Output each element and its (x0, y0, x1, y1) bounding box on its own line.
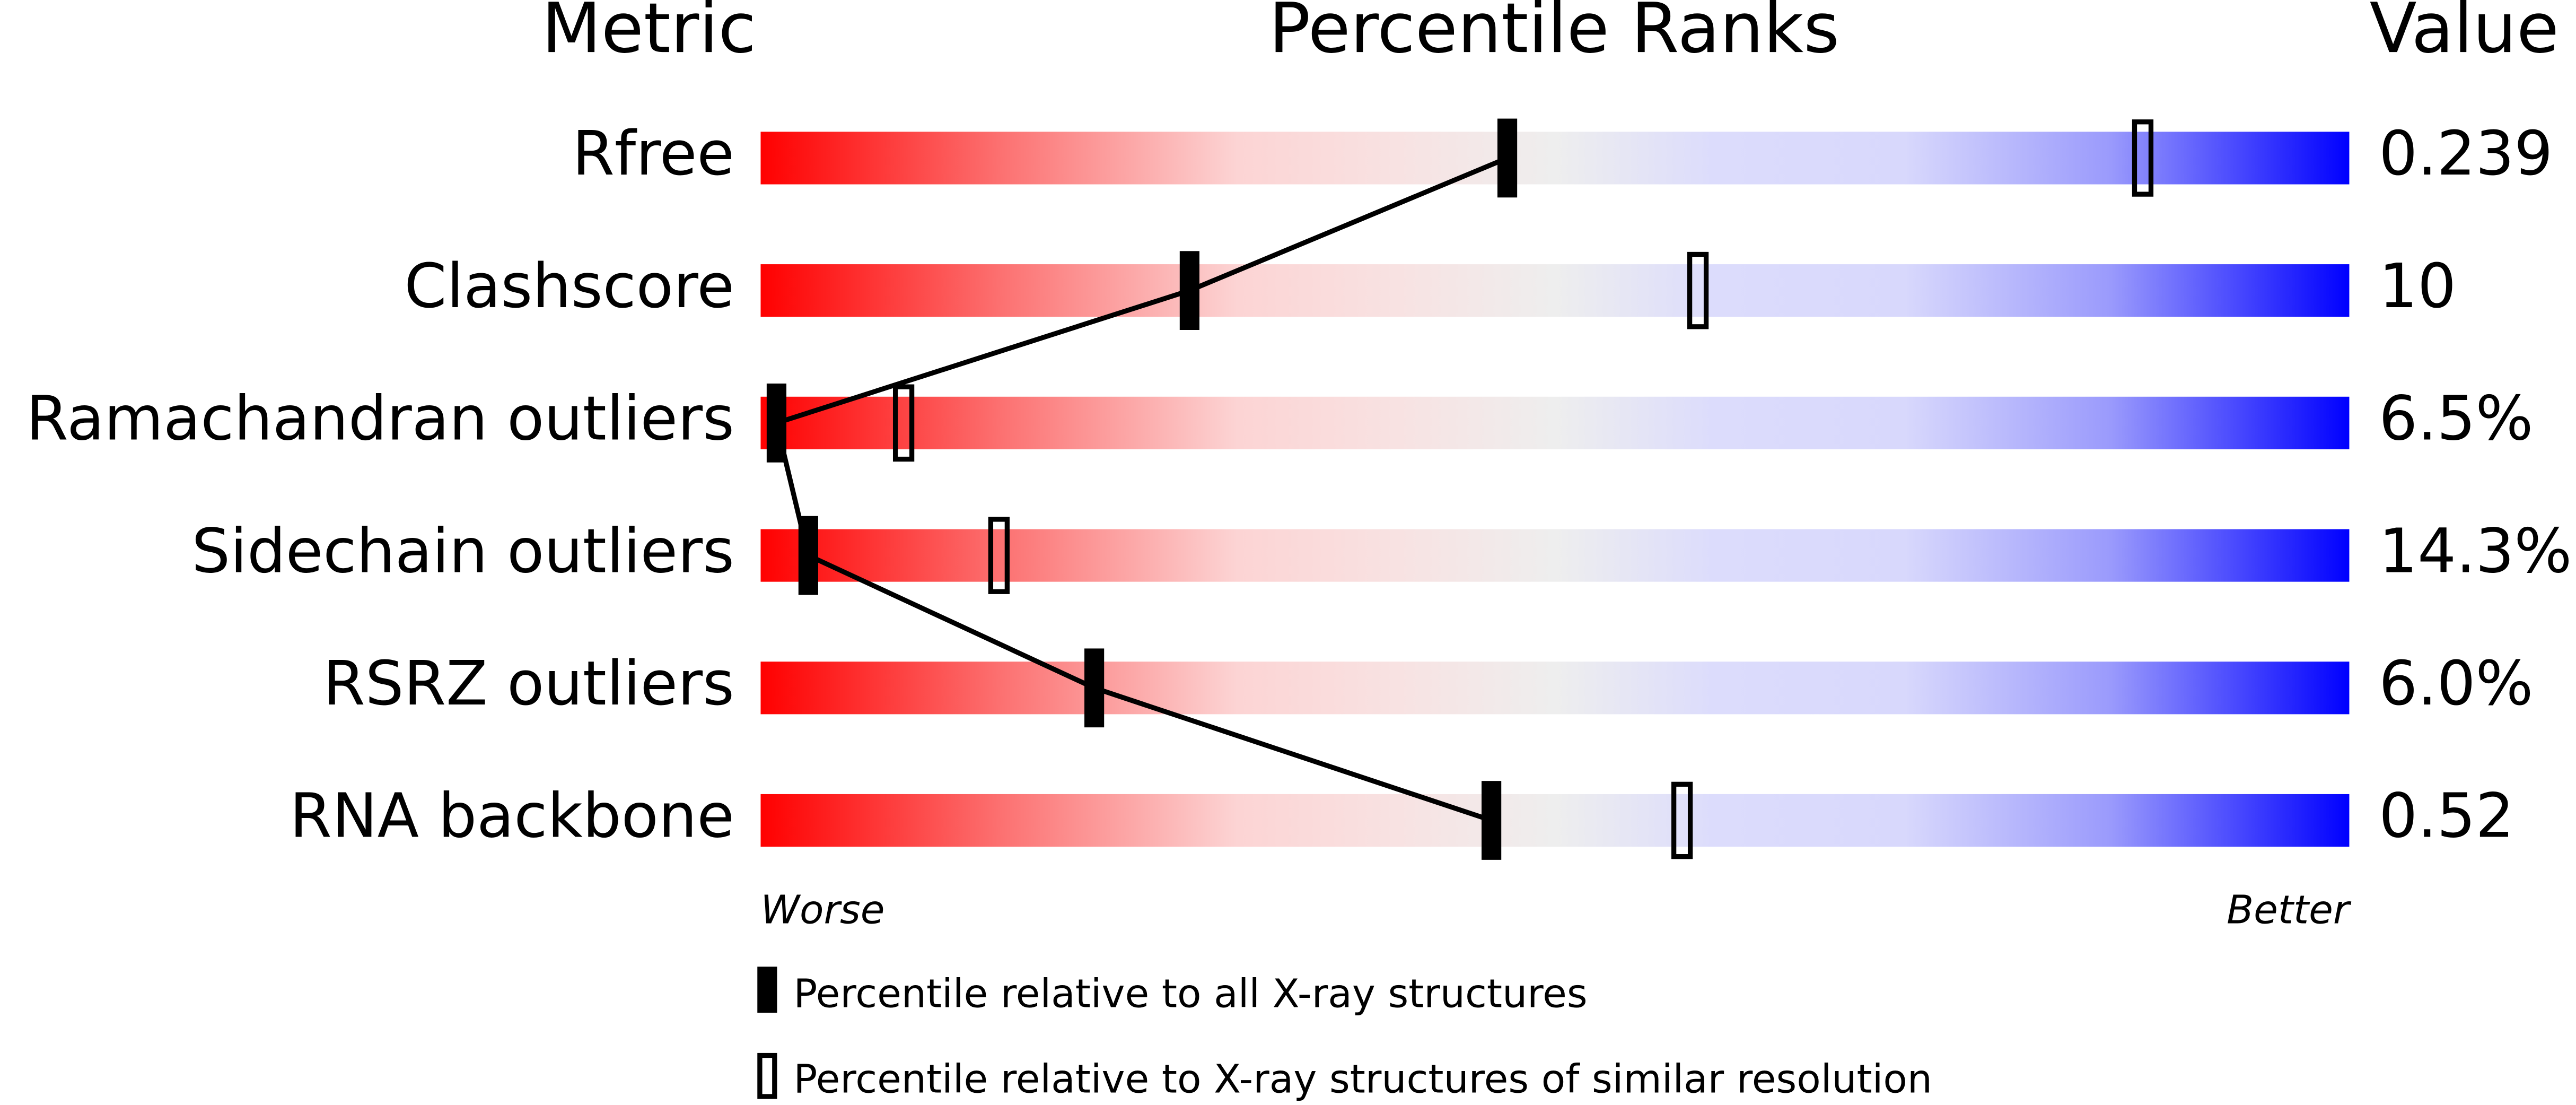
metric-label: RNA backbone (290, 781, 734, 852)
metric-value: 6.0% (2379, 649, 2533, 719)
percentile-bar (760, 132, 2350, 185)
percentile-bar (760, 396, 2350, 449)
all-structures-marker (1497, 118, 1518, 198)
legend-filled-icon (757, 967, 777, 1013)
axis-worse: Worse (760, 887, 884, 933)
similar-resolution-marker (1687, 251, 1709, 329)
percentile-bar (760, 794, 2350, 847)
all-structures-marker (1482, 781, 1502, 860)
metric-label: Clashscore (404, 251, 734, 322)
header-metric: Metric (542, 0, 757, 68)
header-percentile: Percentile Ranks (1269, 0, 1839, 68)
all-structures-marker (1084, 648, 1105, 728)
metric-value: 6.5% (2379, 384, 2533, 455)
percentile-bar (760, 662, 2350, 715)
metric-value: 14.3% (2379, 516, 2572, 587)
metric-label: RSRZ outliers (323, 649, 734, 719)
legend-open-icon (757, 1052, 777, 1099)
all-structures-marker (798, 516, 818, 595)
metric-label: Ramachandran outliers (26, 384, 734, 455)
metric-label: Sidechain outliers (191, 516, 734, 587)
percentile-bar (760, 264, 2350, 317)
metric-value: 0.52 (2379, 781, 2514, 852)
similar-resolution-marker (988, 517, 1010, 594)
metric-label: Rfree (572, 119, 734, 189)
all-structures-marker (1179, 251, 1199, 330)
similar-resolution-marker (2132, 119, 2154, 197)
axis-better: Better (2227, 887, 2352, 933)
legend-label: Percentile relative to X-ray structures … (793, 1056, 1932, 1102)
all-structures-marker (766, 384, 787, 463)
metric-value: 10 (2379, 251, 2456, 322)
header-value: Value (2370, 0, 2559, 68)
similar-resolution-marker (1671, 781, 1693, 859)
similar-resolution-marker (892, 384, 915, 462)
metric-value: 0.239 (2379, 119, 2553, 189)
percentile-bar (760, 529, 2350, 582)
legend-label: Percentile relative to all X-ray structu… (793, 971, 1587, 1017)
percentile-line (773, 155, 1509, 823)
